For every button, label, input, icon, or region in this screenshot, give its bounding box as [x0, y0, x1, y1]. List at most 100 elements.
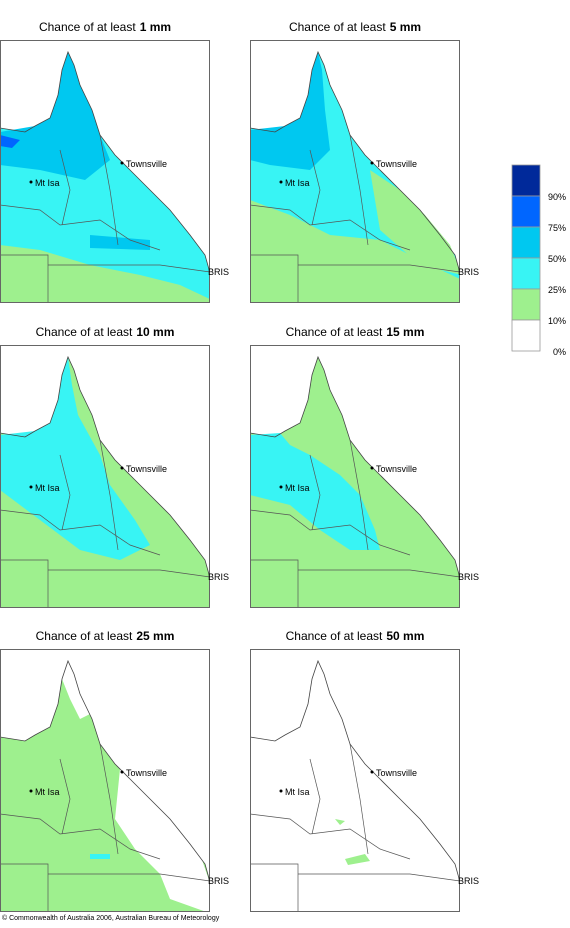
boundary	[298, 264, 460, 273]
legend-label: 50%	[548, 254, 566, 264]
boundary	[349, 743, 369, 855]
panel-frame	[250, 40, 460, 303]
legend-swatch	[511, 319, 541, 352]
panel-title: Chance of at least 25 mm	[36, 629, 175, 643]
rain-region	[62, 661, 90, 719]
town-dot	[279, 180, 283, 184]
town-dot	[279, 789, 283, 793]
panel-frame	[250, 345, 460, 608]
legend-label: 90%	[548, 192, 566, 202]
boundary	[250, 863, 299, 912]
panel-frame	[250, 649, 460, 912]
legend-label: 10%	[548, 316, 566, 326]
rain-region	[335, 819, 345, 825]
title-amount: 10 mm	[136, 325, 174, 339]
place-label: Townsville	[126, 768, 167, 778]
map-panel: Townsville Mt Isa BRIS	[250, 345, 479, 608]
place-label: BRIS	[458, 267, 479, 277]
town-dot	[120, 770, 124, 774]
title-text: Chance of at least	[286, 325, 383, 339]
footer: © Commonwealth of Australia 2006, Austra…	[2, 914, 220, 922]
boundary	[298, 873, 460, 882]
boundary	[0, 204, 161, 251]
title-amount: 25 mm	[136, 629, 174, 643]
rain-region	[115, 769, 210, 912]
boundary	[349, 134, 369, 246]
boundary	[0, 813, 161, 860]
town-dot	[370, 770, 374, 774]
title-text: Chance of at least	[36, 629, 133, 643]
town-dot	[370, 466, 374, 470]
town-dot	[29, 789, 33, 793]
rain-region	[0, 245, 210, 303]
boundary	[250, 813, 411, 860]
rain-region	[90, 854, 110, 859]
panel-title: Chance of at least 15 mm	[286, 325, 425, 339]
boundary	[298, 569, 460, 578]
title-amount: 1 mm	[140, 20, 171, 34]
place-label: Mt Isa	[35, 787, 60, 797]
legend-swatch	[511, 288, 541, 321]
map-panel: Townsville Mt Isa BRIS	[0, 40, 229, 303]
rain-region	[250, 200, 460, 303]
rain-region	[250, 661, 460, 912]
rain-region	[250, 433, 380, 550]
boundary	[250, 254, 299, 303]
town-dot	[120, 161, 124, 165]
map-panel: Townsville Mt Isa BRIS	[0, 345, 229, 608]
place-label: Townsville	[126, 464, 167, 474]
rain-region	[0, 52, 110, 180]
boundary	[349, 439, 369, 551]
panel-title: Chance of at least 50 mm	[286, 629, 425, 643]
boundary	[0, 559, 49, 608]
boundary	[99, 134, 119, 246]
map-content	[0, 659, 210, 912]
title-text: Chance of at least	[289, 20, 386, 34]
place-label: BRIS	[458, 876, 479, 886]
boundary	[0, 863, 49, 912]
panel-frame	[0, 649, 210, 912]
place-label: BRIS	[208, 267, 229, 277]
town-dot	[29, 180, 33, 184]
town-dot	[279, 485, 283, 489]
title-text: Chance of at least	[286, 629, 383, 643]
boundary	[59, 454, 71, 531]
boundary	[99, 743, 119, 855]
place-label: Mt Isa	[35, 178, 60, 188]
rain-region	[250, 52, 330, 170]
map-content	[0, 355, 210, 608]
town-dot	[370, 161, 374, 165]
map-panel: Townsville Mt Isa BRIS	[0, 649, 229, 912]
legend-swatch	[511, 164, 541, 197]
legend-label: 0%	[553, 347, 566, 357]
legend-swatch	[511, 195, 541, 228]
panel-frame	[0, 345, 210, 608]
map-content	[250, 50, 460, 303]
rain-region	[250, 357, 460, 608]
map-content	[250, 659, 460, 912]
boundary	[309, 758, 321, 835]
map-panel: Townsville Mt Isa BRIS	[250, 649, 479, 912]
legend-label: 75%	[548, 223, 566, 233]
title-amount: 5 mm	[390, 20, 421, 34]
place-label: Townsville	[126, 159, 167, 169]
boundary	[48, 873, 210, 882]
panel-title: Chance of at least 5 mm	[289, 20, 421, 34]
boundary	[0, 254, 49, 303]
place-label: Townsville	[376, 768, 417, 778]
boundary	[99, 439, 119, 551]
legend-swatch	[511, 257, 541, 290]
panel-title: Chance of at least 1 mm	[39, 20, 171, 34]
title-amount: 50 mm	[386, 629, 424, 643]
place-label: BRIS	[208, 572, 229, 582]
title-text: Chance of at least	[39, 20, 136, 34]
title-amount: 15 mm	[386, 325, 424, 339]
panel-frame	[0, 40, 210, 303]
boundary	[48, 264, 210, 273]
rain-region	[345, 854, 370, 865]
boundary	[250, 204, 411, 251]
boundary	[250, 509, 411, 556]
boundary	[309, 454, 321, 531]
boundary	[0, 509, 161, 556]
rain-region	[0, 135, 20, 148]
